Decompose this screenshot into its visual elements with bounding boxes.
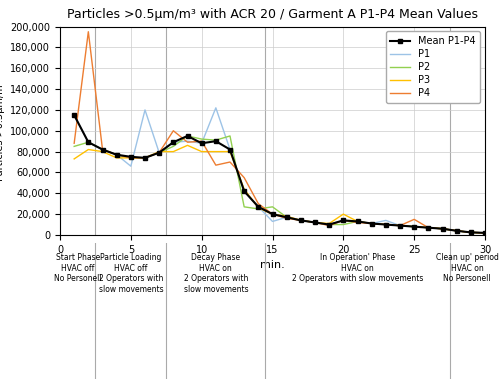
Text: Start Phase
HVAC off
No Personell: Start Phase HVAC off No Personell <box>54 254 102 283</box>
Y-axis label: Particles >0.5μm/m³: Particles >0.5μm/m³ <box>0 80 4 181</box>
Text: Particle Loading
HVAC off
2 Operators with
slow movements: Particle Loading HVAC off 2 Operators wi… <box>98 254 163 294</box>
Text: Decay Phase
HVAC on
2 Operators with
slow movements: Decay Phase HVAC on 2 Operators with slo… <box>184 254 248 294</box>
Title: Particles >0.5μm/m³ with ACR 20 / Garment A P1-P4 Mean Values: Particles >0.5μm/m³ with ACR 20 / Garmen… <box>67 8 478 21</box>
Text: In Operation' Phase
HVAC on
2 Operators with slow movements: In Operation' Phase HVAC on 2 Operators … <box>292 254 423 283</box>
Legend: Mean P1-P4, P1, P2, P3, P4: Mean P1-P4, P1, P2, P3, P4 <box>386 31 480 103</box>
X-axis label: min.: min. <box>260 260 285 270</box>
Text: Clean up' period
HVAC on
No Personell: Clean up' period HVAC on No Personell <box>436 254 498 283</box>
